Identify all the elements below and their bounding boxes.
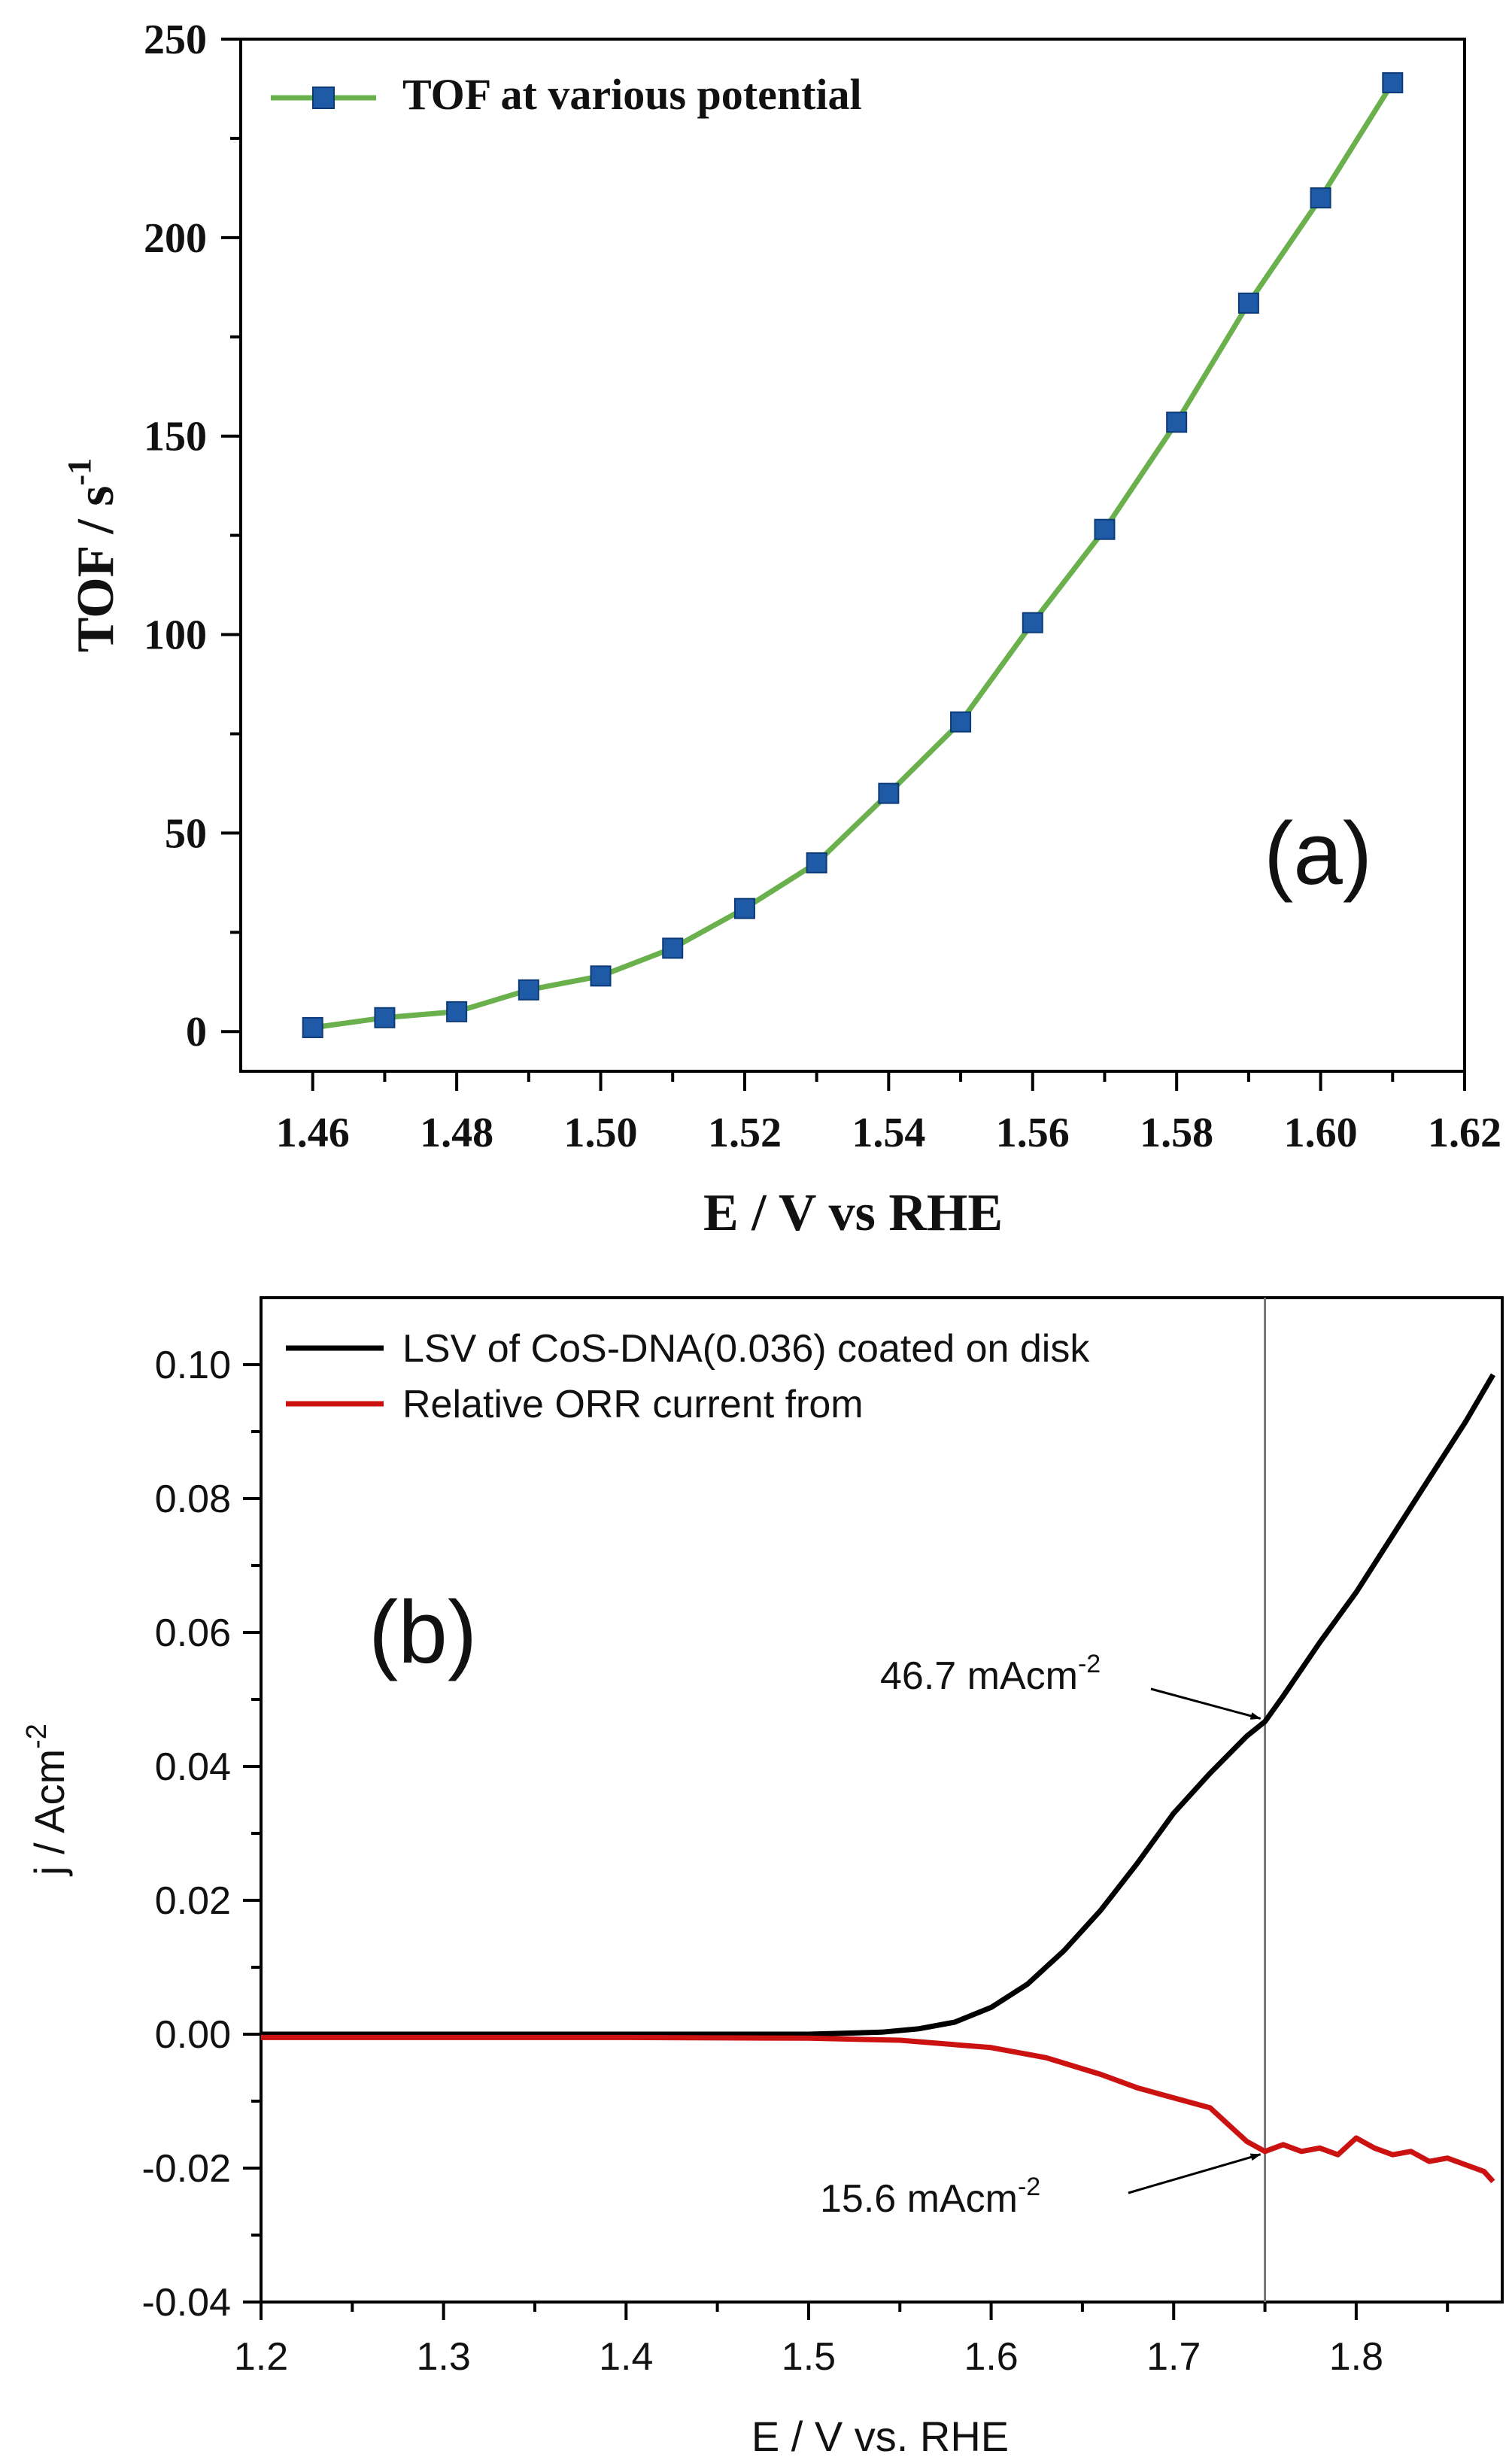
chart-a-x-tick-label: 1.56 xyxy=(996,1110,1070,1156)
chart-b-lsv-curve xyxy=(261,1373,1495,2037)
chart-b-annotation-upper-superscript: -2 xyxy=(1078,1650,1101,1678)
chart-a-x-tick-label: 1.50 xyxy=(564,1110,638,1156)
chart-b-y-axis-label-superscript: -2 xyxy=(21,1724,53,1749)
chart-a-data-point xyxy=(1094,518,1116,540)
chart-a-x-tick-label: 1.46 xyxy=(276,1110,350,1156)
chart-a-x-tick-label: 1.58 xyxy=(1140,1110,1213,1156)
chart-b-y-ticks: -0.04 -0.02 0.00 0.02 0.04 0.06 0.08 0.10 xyxy=(141,1344,261,2325)
chart-b-plot-frame xyxy=(260,1296,1504,2304)
chart-a-data-point xyxy=(1382,72,1404,94)
chart-a-y-tick-label: 200 xyxy=(144,215,207,262)
chart-a-series-line xyxy=(312,81,1395,1031)
chart-a-x-tick-label: 1.48 xyxy=(420,1110,493,1156)
chart-a-x-tick-label: 1.54 xyxy=(852,1110,925,1156)
chart-b-legend-label-lsv: LSV of CoS-DNA(0.036) coated on disk xyxy=(402,1327,1090,1371)
chart-b-annotation-lower-superscript: -2 xyxy=(1018,2173,1040,2201)
chart-a-legend-marker xyxy=(312,87,335,109)
chart-a-data-point xyxy=(662,937,684,959)
chart-a-plot-frame xyxy=(239,38,1466,1073)
chart-a-x-tick-label: 1.52 xyxy=(708,1110,782,1156)
chart-a-y-tick-label: 250 xyxy=(144,17,207,63)
chart-a-data-point xyxy=(1310,187,1331,209)
chart-b-x-ticks: 1.2 1.3 1.4 1.5 1.6 1.7 1.8 xyxy=(234,2302,1450,2379)
chart-b-y-tick-label: 0.04 xyxy=(155,1745,231,1789)
chart-b-y-tick-label: -0.02 xyxy=(141,2147,231,2191)
chart-b-annotation-upper-value: 46.7 mAcm xyxy=(880,1654,1078,1698)
chart-a-legend-label: TOF at various potential xyxy=(402,70,862,119)
chart-b-x-tick-label: 1.2 xyxy=(234,2335,288,2379)
chart-b-legend-label-orr: Relative ORR current from xyxy=(402,1383,864,1426)
chart-a-y-tick-label: 50 xyxy=(165,810,207,857)
chart-b-series xyxy=(261,1373,1495,2184)
chart-a-data-point xyxy=(806,852,827,873)
chart-b-x-tick-label: 1.6 xyxy=(964,2335,1018,2379)
chart-b-orr-curve xyxy=(261,2034,1495,2184)
chart-b-annotation-upper: 46.7 mAcm-2 xyxy=(880,1650,1262,1720)
chart-a: 1.46 1.48 1.50 1.52 1.54 1.56 1.58 1.60 1.62 0 50… xyxy=(61,17,1501,1242)
chart-a-panel-label: (a) xyxy=(1264,804,1372,904)
chart-a-y-axis-label-text: TOF / s xyxy=(67,485,125,652)
chart-a-y-tick-label: 0 xyxy=(186,1009,207,1055)
chart-b-y-tick-label: 0.02 xyxy=(155,1879,231,1923)
chart-a-data-point xyxy=(878,782,900,804)
chart-a-y-tick-label: 100 xyxy=(144,612,207,659)
chart-a-x-ticks: 1.46 1.48 1.50 1.52 1.54 1.56 1.58 1.60 1.62 xyxy=(276,1071,1501,1156)
chart-a-series xyxy=(302,72,1404,1038)
chart-a-data-point xyxy=(446,1001,468,1022)
chart-a-x-tick-label: 1.62 xyxy=(1428,1110,1501,1156)
chart-b-x-tick-label: 1.4 xyxy=(599,2335,653,2379)
chart-a-y-tick-label: 150 xyxy=(144,414,207,460)
chart-b-annotation-upper-text: 46.7 mAcm-2 xyxy=(880,1650,1101,1698)
chart-b-panel-label: (b) xyxy=(369,1583,477,1682)
chart-a-y-ticks: 0 50 100 150 200 250 xyxy=(144,17,241,1055)
chart-a-legend: TOF at various potential xyxy=(271,70,862,119)
chart-b-y-axis-label-text: j / Acm xyxy=(26,1749,73,1877)
chart-b-x-tick-label: 1.3 xyxy=(416,2335,470,2379)
chart-b-y-tick-label: 0.00 xyxy=(155,2013,231,2057)
chart-b: 1.2 1.3 1.4 1.5 1.6 1.7 1.8 -0.04 -0.02 0.00 0.02… xyxy=(21,1296,1504,2460)
chart-b-legend: LSV of CoS-DNA(0.036) coated on disk Rel… xyxy=(286,1327,1090,1426)
chart-a-data-point xyxy=(733,897,755,919)
chart-b-x-axis-label: E / V vs. RHE xyxy=(751,2413,1009,2460)
chart-a-data-point xyxy=(302,1016,323,1038)
chart-b-x-tick-label: 1.8 xyxy=(1329,2335,1383,2379)
chart-a-y-axis-label-superscript: -1 xyxy=(61,458,98,486)
chart-a-data-point xyxy=(590,965,612,987)
chart-b-y-tick-label: 0.08 xyxy=(155,1478,231,1521)
chart-b-annotation-upper-arrow xyxy=(1150,1687,1262,1720)
chart-b-x-tick-label: 1.7 xyxy=(1146,2335,1201,2379)
chart-a-data-point xyxy=(518,979,539,1001)
chart-a-data-point xyxy=(950,711,972,733)
chart-a-data-point xyxy=(1166,412,1188,433)
chart-b-x-tick-label: 1.5 xyxy=(782,2335,836,2379)
chart-b-y-tick-label: -0.04 xyxy=(141,2281,231,2325)
chart-b-annotation-lower-value: 15.6 mAcm xyxy=(820,2177,1018,2221)
chart-b-y-tick-label: 0.10 xyxy=(155,1344,231,1387)
chart-a-data-point xyxy=(1022,612,1043,633)
chart-a-x-tick-label: 1.60 xyxy=(1284,1110,1358,1156)
chart-a-data-point xyxy=(374,1007,396,1028)
chart-b-annotation-lower-text: 15.6 mAcm-2 xyxy=(820,2173,1040,2221)
chart-a-x-axis-label: E / V vs RHE xyxy=(703,1184,1003,1242)
chart-b-y-tick-label: 0.06 xyxy=(155,1611,231,1655)
chart-a-data-point xyxy=(1237,292,1259,314)
chart-b-annotation-lower-arrow xyxy=(1128,2153,1262,2194)
chart-b-y-axis-label: j / Acm-2 xyxy=(21,1724,73,1877)
chart-b-annotation-lower: 15.6 mAcm-2 xyxy=(820,2153,1262,2221)
chart-a-y-axis-label: TOF / s-1 xyxy=(61,458,125,652)
